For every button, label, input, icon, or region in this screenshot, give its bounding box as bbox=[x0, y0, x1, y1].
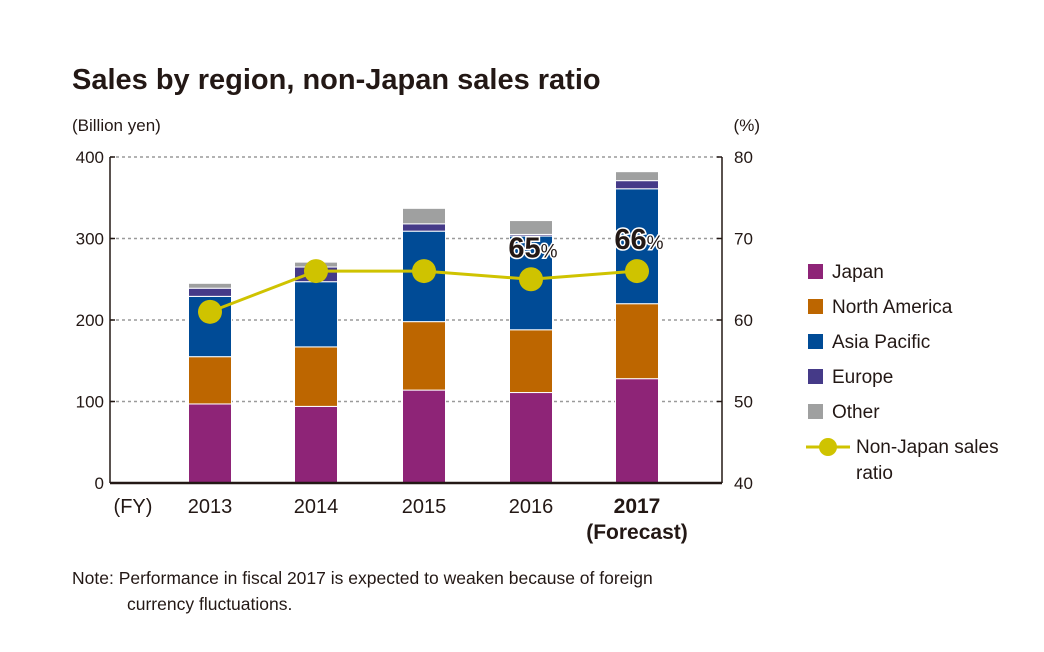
bar-japan-2014 bbox=[294, 405, 338, 484]
note-line-1: Note: Performance in fiscal 2017 is expe… bbox=[72, 568, 653, 588]
bar-japan-2013 bbox=[188, 403, 232, 484]
bar-other-2016 bbox=[509, 220, 553, 235]
bar-japan-2016 bbox=[509, 392, 553, 484]
y2-axis-label: (%) bbox=[734, 116, 760, 135]
legend-label-cont: ratio bbox=[856, 463, 893, 484]
legend-line-marker bbox=[819, 438, 837, 456]
x-tick-label: 2017 bbox=[614, 495, 661, 518]
legend-label: Non-Japan sales bbox=[856, 437, 999, 458]
legend-label: Japan bbox=[832, 262, 884, 283]
legend-label: North America bbox=[832, 297, 953, 318]
line-point-2013 bbox=[198, 299, 222, 324]
x-tick-label: 2014 bbox=[294, 496, 339, 518]
x-tick-label: 2016 bbox=[509, 496, 554, 518]
note-line-2: currency fluctuations. bbox=[127, 594, 293, 614]
line-point-2014 bbox=[304, 259, 328, 284]
legend-swatch-asia-pacific bbox=[808, 334, 823, 349]
legend-label: Other bbox=[832, 402, 880, 423]
legend-swatch-japan bbox=[808, 264, 823, 279]
legend-swatch-other bbox=[808, 404, 823, 419]
bar-north-america-2014 bbox=[294, 346, 338, 407]
bar-asia-pacific-2017 bbox=[615, 188, 659, 305]
x-axis-label: (FY) bbox=[114, 496, 153, 518]
bar-north-america-2015 bbox=[402, 321, 446, 391]
y-tick-label: 200 bbox=[76, 311, 104, 330]
bar-other-2015 bbox=[402, 207, 446, 225]
line-point-2016 bbox=[519, 267, 543, 292]
legend-swatch-north-america bbox=[808, 299, 823, 314]
legend-label: Asia Pacific bbox=[832, 332, 930, 353]
legend-swatch-europe bbox=[808, 369, 823, 384]
line-point-2015 bbox=[412, 259, 436, 284]
bar-other-2017 bbox=[615, 171, 659, 182]
y-tick-label: 400 bbox=[76, 148, 104, 167]
y-tick-label: 100 bbox=[76, 393, 104, 412]
bar-north-america-2016 bbox=[509, 329, 553, 394]
y2-tick-label: 50 bbox=[734, 393, 753, 412]
y2-tick-label: 70 bbox=[734, 230, 753, 249]
y2-tick-label: 60 bbox=[734, 311, 753, 330]
bar-other-2013 bbox=[188, 282, 232, 289]
legend-label: Europe bbox=[832, 367, 893, 388]
bar-japan-2015 bbox=[402, 389, 446, 484]
y-tick-label: 0 bbox=[95, 474, 104, 493]
bar-europe-2013 bbox=[188, 287, 232, 297]
footnote: Note: Performance in fiscal 2017 is expe… bbox=[72, 565, 653, 617]
x-tick-label: 2013 bbox=[188, 496, 233, 518]
line-point-2017 bbox=[625, 259, 649, 284]
x-tick-sublabel: (Forecast) bbox=[586, 521, 688, 544]
bar-europe-2017 bbox=[615, 180, 659, 190]
y2-tick-label: 40 bbox=[734, 474, 753, 493]
x-tick-label: 2015 bbox=[402, 496, 447, 518]
y2-tick-label: 80 bbox=[734, 148, 753, 167]
chart-title: Sales by region, non-Japan sales ratio bbox=[72, 64, 601, 96]
bar-europe-2015 bbox=[402, 223, 446, 232]
bar-north-america-2013 bbox=[188, 356, 232, 405]
bar-asia-pacific-2014 bbox=[294, 281, 338, 348]
bar-japan-2017 bbox=[615, 378, 659, 484]
y-tick-label: 300 bbox=[76, 230, 104, 249]
ratio-annotation-2016: 65% bbox=[508, 232, 557, 264]
y-axis-label: (Billion yen) bbox=[72, 116, 161, 135]
ratio-annotation-2017: 66% bbox=[614, 224, 663, 256]
bar-north-america-2017 bbox=[615, 303, 659, 380]
